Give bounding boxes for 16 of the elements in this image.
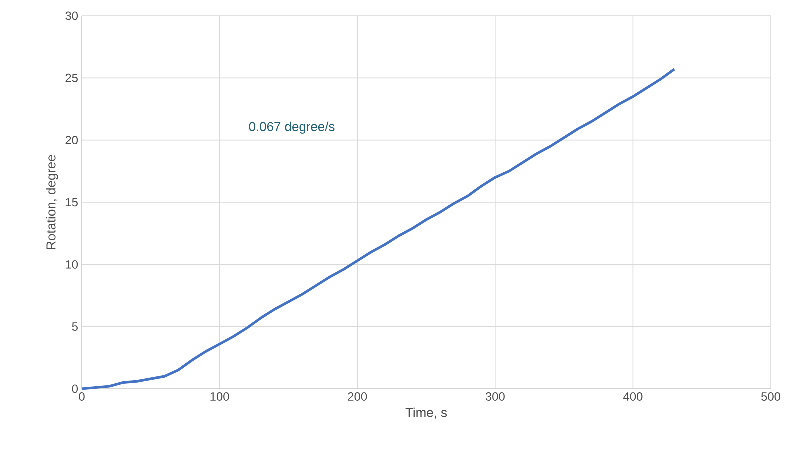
y-tick-label: 30 — [66, 12, 78, 20]
x-tick-label: 500 — [762, 392, 781, 401]
x-tick-label: 400 — [624, 392, 643, 401]
x-axis-title: Time, s — [406, 408, 448, 419]
y-tick-label: 15 — [66, 198, 78, 207]
x-tick-label: 100 — [210, 392, 230, 401]
y-tick-label: 10 — [66, 260, 78, 269]
x-tick-label: 200 — [348, 392, 368, 401]
y-axis-title: Rotation, degree — [46, 155, 58, 250]
y-tick-label: 25 — [66, 74, 78, 82]
y-tick-label: 20 — [66, 136, 78, 145]
y-tick-label: 5 — [72, 322, 78, 331]
x-tick-label: 300 — [486, 392, 505, 401]
x-tick-label: 0 — [79, 392, 85, 401]
annotation: 0.067 degree/s — [249, 122, 335, 134]
y-tick-label: 0 — [72, 384, 78, 394]
